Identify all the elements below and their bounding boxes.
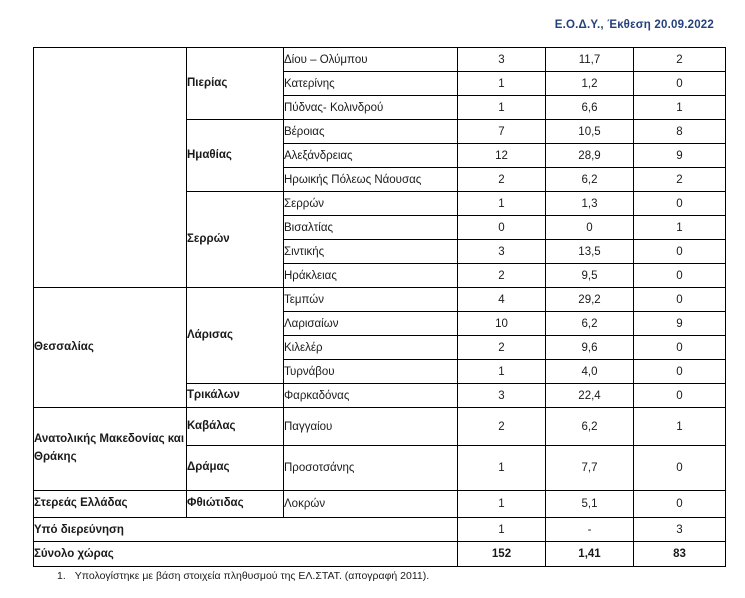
incidence-cell: 6,2 <box>545 311 634 336</box>
municipality-cell: Σερρών <box>283 191 458 216</box>
incidence-cell: 0 <box>545 215 634 240</box>
municipality-cell: Ηρωικής Πόλεως Νάουσας <box>283 167 458 192</box>
municipality-cell: Βέροιας <box>283 119 458 144</box>
secondary-cases-cell: 0 <box>633 490 726 518</box>
secondary-cases-cell: 0 <box>633 335 726 360</box>
secondary-cases-cell: 8 <box>633 119 726 144</box>
region-cell-continued <box>33 47 187 288</box>
municipality-cell: Κατερίνης <box>283 71 458 96</box>
secondary-cases-cell: 0 <box>633 445 726 491</box>
incidence-cell: 7,7 <box>545 445 634 491</box>
municipality-cell: Ηράκλειας <box>283 263 458 288</box>
incidence-cell: 9,5 <box>545 263 634 288</box>
cases-cell: 1 <box>457 359 546 384</box>
municipality-cell: Τυρνάβου <box>283 359 458 384</box>
footnote-text: Υπολογίστηκε με βάση στοιχεία πληθυσμού … <box>74 570 430 582</box>
incidence-cell: 11,7 <box>545 47 634 72</box>
incidence-cell: 22,4 <box>545 383 634 408</box>
cases-cell: 1 <box>457 71 546 96</box>
country-total-label: Σύνολο χώρας <box>33 541 458 567</box>
secondary-cases-cell: 2 <box>633 167 726 192</box>
secondary-cases-cell: 0 <box>633 263 726 288</box>
incidence-cell: 1,2 <box>545 71 634 96</box>
region-cell-thessalia: Θεσσαλίας <box>33 287 187 408</box>
incidence-cell: 6,2 <box>545 167 634 192</box>
incidence-cell: 6,2 <box>545 407 634 446</box>
under-investigation-label: Υπό διερεύνηση <box>33 517 458 542</box>
footnote-number: 1. <box>57 570 66 582</box>
secondary-cases-cell: 0 <box>633 287 726 312</box>
municipality-cell: Φαρκαδόνας <box>283 383 458 408</box>
secondary-cases-cell: 0 <box>633 383 726 408</box>
cases-cell: 1 <box>457 490 546 518</box>
unit-cell-fthiotida: Φθιώτιδας <box>186 490 284 518</box>
incidence-cell: 9,6 <box>545 335 634 360</box>
municipality-cell: Πύδνας- Κολινδρού <box>283 95 458 120</box>
cases-table: Πιερίας Δίου – Ολύμπου 3 11,7 2 Κατερίνη… <box>33 47 726 567</box>
cases-cell: 10 <box>457 311 546 336</box>
incidence-cell: 29,2 <box>545 287 634 312</box>
secondary-cases-cell: 0 <box>633 359 726 384</box>
cases-cell: 1 <box>457 191 546 216</box>
incidence-cell: 1,3 <box>545 191 634 216</box>
cases-cell: 1 <box>457 517 546 542</box>
municipality-cell: Παγγαίου <box>283 407 458 446</box>
municipality-cell: Δίου – Ολύμπου <box>283 47 458 72</box>
region-cell-anatoliki-makedonia-thraki: Ανατολικής Μακεδονίας και Θράκης <box>33 407 187 491</box>
unit-cell-pieria: Πιερίας <box>186 47 284 120</box>
secondary-cases-cell: 0 <box>633 239 726 264</box>
cases-cell: 2 <box>457 263 546 288</box>
cases-cell: 12 <box>457 143 546 168</box>
total-incidence-cell: 1,41 <box>545 541 634 567</box>
unit-cell-drama: Δράμας <box>186 445 284 491</box>
cases-cell: 4 <box>457 287 546 312</box>
secondary-cases-cell: 0 <box>633 191 726 216</box>
municipality-cell: Λαρισαίων <box>283 311 458 336</box>
municipality-cell: Σιντικής <box>283 239 458 264</box>
incidence-cell: 5,1 <box>545 490 634 518</box>
unit-cell-larisa: Λάρισας <box>186 287 284 384</box>
secondary-cases-cell: 1 <box>633 215 726 240</box>
cases-cell: 1 <box>457 95 546 120</box>
incidence-cell: 10,5 <box>545 119 634 144</box>
region-cell-sterea-ellada: Στερεάς Ελλάδας <box>33 490 187 518</box>
unit-cell-trikala: Τρικάλων <box>186 383 284 408</box>
cases-cell: 2 <box>457 335 546 360</box>
secondary-cases-cell: 1 <box>633 95 726 120</box>
unit-cell-serres: Σερρών <box>186 191 284 288</box>
incidence-cell: 6,6 <box>545 95 634 120</box>
secondary-cases-cell: 9 <box>633 311 726 336</box>
cases-cell: 1 <box>457 445 546 491</box>
incidence-cell: 4,0 <box>545 359 634 384</box>
municipality-cell: Προσοτσάνης <box>283 445 458 491</box>
cases-cell: 2 <box>457 407 546 446</box>
unit-cell-kavala: Καβάλας <box>186 407 284 446</box>
incidence-cell: - <box>545 517 634 542</box>
municipality-cell: Κιλελέρ <box>283 335 458 360</box>
cases-cell: 7 <box>457 119 546 144</box>
cases-cell: 3 <box>457 239 546 264</box>
secondary-cases-cell: 2 <box>633 47 726 72</box>
incidence-cell: 28,9 <box>545 143 634 168</box>
total-secondary-cases-cell: 83 <box>633 541 726 567</box>
secondary-cases-cell: 1 <box>633 407 726 446</box>
municipality-cell: Βισαλτίας <box>283 215 458 240</box>
municipality-cell: Τεμπών <box>283 287 458 312</box>
report-title: Ε.Ο.Δ.Υ., Έκθεση 20.09.2022 <box>554 19 714 31</box>
cases-cell: 3 <box>457 383 546 408</box>
secondary-cases-cell: 3 <box>633 517 726 542</box>
total-cases-cell: 152 <box>457 541 546 567</box>
incidence-cell: 13,5 <box>545 239 634 264</box>
cases-cell: 3 <box>457 47 546 72</box>
cases-cell: 0 <box>457 215 546 240</box>
unit-cell-imathia: Ημαθίας <box>186 119 284 192</box>
municipality-cell: Λοκρών <box>283 490 458 518</box>
secondary-cases-cell: 9 <box>633 143 726 168</box>
municipality-cell: Αλεξάνδρειας <box>283 143 458 168</box>
footnote: 1. Υπολογίστηκε με βάση στοιχεία πληθυσμο… <box>57 570 429 582</box>
cases-cell: 2 <box>457 167 546 192</box>
secondary-cases-cell: 0 <box>633 71 726 96</box>
